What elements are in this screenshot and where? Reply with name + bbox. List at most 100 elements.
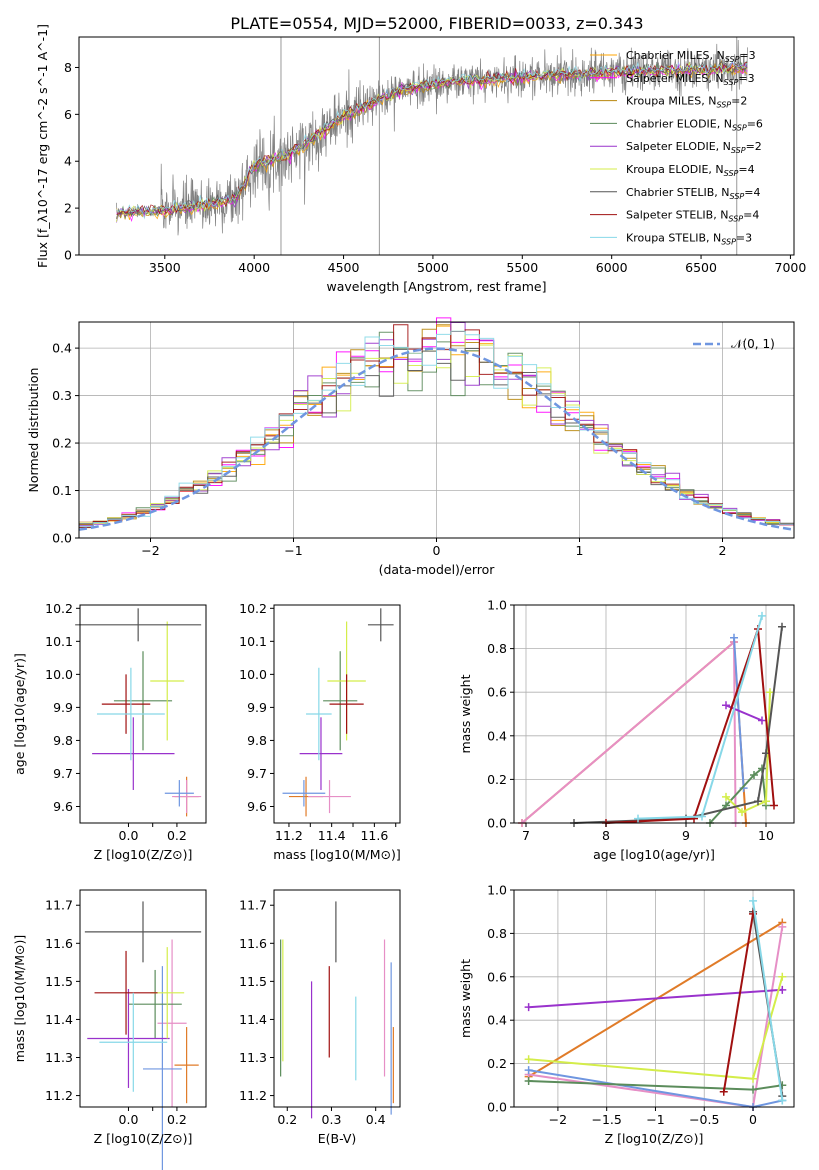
errorbar-point: [128, 969, 182, 1039]
weight-point-marker: [524, 1066, 533, 1075]
weight-point-marker: [738, 808, 746, 817]
weight-point-marker: [758, 611, 766, 620]
y-tick-label: 1.0: [487, 598, 507, 613]
weight-point-marker: [634, 814, 642, 823]
weight-point-marker: [778, 622, 786, 631]
errorbar-point: [323, 651, 358, 751]
y-tick-label: 0: [64, 248, 72, 263]
weight-point-marker: [698, 812, 706, 821]
x-tick-label: −2: [141, 543, 159, 558]
plot-area: [280, 901, 394, 1119]
errorbar-point: [94, 950, 158, 1035]
chart-residuals: −2 −1 0 1 2 0.0 0.1 0.2 0.3 0.4 (data-model)/error…: [26, 317, 795, 577]
errorbar-point: [172, 780, 202, 814]
x-tick-label: 11.6: [360, 828, 388, 843]
y-tick-label: 0.4: [487, 728, 507, 743]
legend-entry: Kroupa ELODIE, NSSP=4: [626, 163, 755, 178]
x-axis-label: Z [log10(Z/Z⊙)]: [94, 1131, 193, 1146]
y-tick-label: 2: [64, 201, 72, 216]
x-axis-label: mass [log10(M/M⊙)]: [273, 847, 401, 862]
y-tick-label: 0.1: [52, 483, 72, 498]
x-tick-label: 5500: [506, 260, 538, 275]
y-axis-label: age [log10(age/yr)]: [12, 653, 27, 775]
y-tick-label: 9.6: [247, 799, 267, 814]
weight-point-marker: [770, 801, 778, 810]
normal-curve: [78, 347, 795, 531]
weight-point-marker: [778, 972, 787, 981]
y-tick-label: 1.0: [487, 883, 507, 898]
errorbar-point: [113, 651, 173, 751]
y-tick-label: 9.8: [53, 733, 73, 748]
weight-series-line: [725, 692, 771, 814]
weight-point-marker: [524, 1003, 533, 1012]
x-axis-label: wavelength [Angstrom, rest frame]: [326, 279, 546, 294]
errorbar-point: [101, 674, 151, 734]
y-tick-label: 0.8: [487, 641, 507, 656]
chart-spectrum: 3500 4000 4500 5000 5500 6000 6500 7000 0 2 4 6 8 wav…: [35, 24, 806, 294]
histogram-step: [79, 330, 794, 527]
y-tick-label: 11.2: [45, 1088, 73, 1103]
y-tick-label: 0.0: [52, 531, 72, 546]
errorbar-point: [299, 717, 343, 790]
legend-entry: Kroupa STELIB, NSSP=3: [626, 231, 752, 246]
chart-mass_vs_age: 11.2 11.4 11.6 9.6 9.7 9.8 9.9 10.0 10.1 10.2 mass…: [239, 601, 401, 862]
legend-entry: Salpeter ELODIE, NSSP=2: [626, 140, 762, 155]
x-tick-label: 9: [682, 828, 690, 843]
plot-area: [78, 317, 795, 531]
x-tick-label: 4500: [328, 260, 360, 275]
weight-point-marker: [524, 1055, 533, 1064]
axes-frame: [79, 604, 207, 824]
x-axis-label: E(B-V): [318, 1131, 357, 1146]
plot-area: [282, 608, 394, 817]
legend-entry: Kroupa MILES, NSSP=2: [626, 95, 747, 110]
legend-entry: 𝒩(0, 1): [731, 337, 775, 351]
weight-point-marker: [762, 797, 770, 806]
x-tick-label: 11.4: [318, 828, 346, 843]
y-tick-label: 9.9: [53, 700, 73, 715]
plot-area: [84, 901, 202, 1170]
errorbar-point: [282, 780, 326, 807]
y-tick-label: 0.6: [487, 969, 507, 984]
weight-point-marker: [754, 797, 762, 806]
y-tick-label: 10.0: [45, 667, 73, 682]
y-tick-label: 11.7: [239, 898, 267, 913]
y-axis-label: Normed distribution: [26, 368, 41, 493]
y-tick-label: 10.2: [45, 601, 73, 616]
weight-series-line: [709, 766, 767, 824]
y-tick-label: 6: [64, 107, 72, 122]
x-tick-label: 0: [433, 543, 441, 558]
legend-entry: Salpeter MILES, NSSP=3: [626, 72, 755, 87]
weight-series-line: [528, 921, 783, 1078]
y-axis-label: mass [log10(M/M⊙)]: [12, 935, 27, 1063]
chart-ebv_vs_mass: 0.2 0.3 0.4 11.2 11.3 11.4 11.5 11.6 11.7 E(B-V): [239, 889, 401, 1146]
axes-frame: [78, 36, 795, 256]
weight-point-marker: [730, 633, 738, 642]
y-tick-label: 0.8: [487, 926, 507, 941]
y-tick-label: 0.3: [52, 388, 72, 403]
plot-area: [116, 37, 748, 255]
figure-title: PLATE=0554, MJD=52000, FIBERID=0033, z=0…: [230, 14, 643, 33]
y-axis-label: mass weight: [458, 674, 473, 753]
x-tick-label: 0.2: [277, 1112, 297, 1127]
x-tick-label: 11.2: [275, 828, 303, 843]
axes-frame: [79, 889, 207, 1108]
plot-area: [518, 611, 786, 827]
errorbar-point: [92, 717, 175, 790]
chart-age_vs_weight: 7 8 9 10 0.0 0.2 0.4 0.6 0.8 1.0 age [log10(age/yr…: [458, 598, 795, 862]
y-tick-label: 0.0: [487, 1100, 507, 1115]
legend-entry: Chabrier MILES, NSSP=3: [626, 49, 756, 64]
weight-point-marker: [749, 896, 758, 905]
y-tick-label: 0.4: [487, 1013, 507, 1028]
y-tick-label: 10.1: [45, 634, 73, 649]
weight-series-line: [521, 639, 737, 824]
errorbar-point: [308, 780, 351, 814]
y-tick-label: 0.2: [487, 1056, 507, 1071]
y-tick-label: 9.6: [53, 799, 73, 814]
x-tick-label: 6000: [596, 260, 628, 275]
y-tick-label: 11.6: [45, 936, 73, 951]
weight-point-marker: [749, 1085, 758, 1094]
x-axis-label: age [log10(age/yr)]: [593, 847, 715, 862]
y-tick-label: 11.5: [239, 974, 267, 989]
y-tick-label: 8: [64, 60, 72, 75]
model-line: [116, 62, 748, 223]
